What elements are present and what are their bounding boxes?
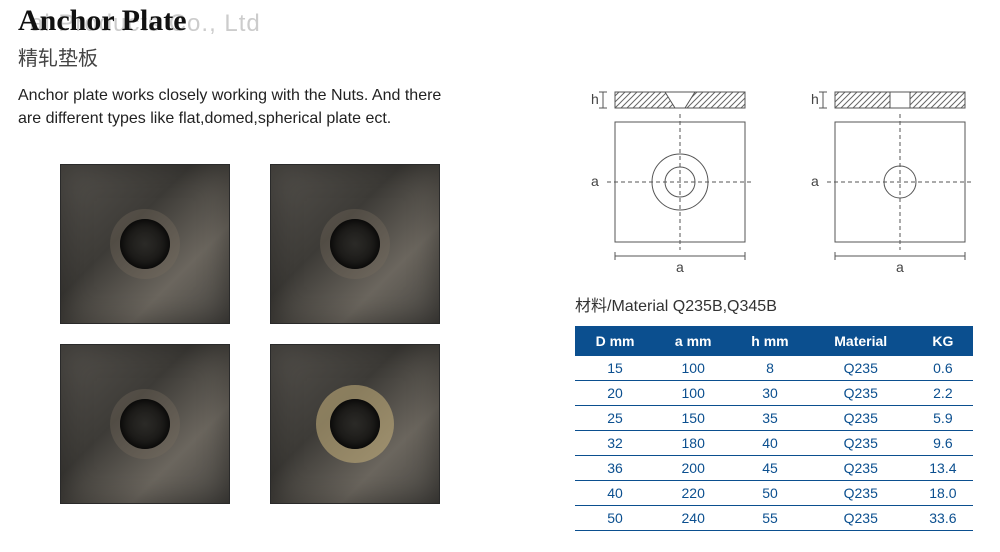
intro-line-2: are different types like flat,domed,sphe… bbox=[18, 110, 391, 127]
cell: 36 bbox=[575, 456, 655, 481]
cell: 33.6 bbox=[913, 506, 973, 531]
material-label: 材料/Material Q235B,Q345B bbox=[575, 292, 777, 316]
cell: 150 bbox=[655, 406, 731, 431]
technical-diagrams: h a a h bbox=[575, 84, 975, 274]
col-header: h mm bbox=[731, 326, 808, 356]
cell: 40 bbox=[575, 481, 655, 506]
cell: 100 bbox=[655, 356, 731, 381]
cell: 2.2 bbox=[913, 381, 973, 406]
cell: 35 bbox=[731, 406, 808, 431]
intro-line-1: Anchor plate works closely working with … bbox=[18, 87, 441, 104]
a-label-bottom: a bbox=[676, 259, 684, 274]
col-header: a mm bbox=[655, 326, 731, 356]
cell: 55 bbox=[731, 506, 808, 531]
plate-hole bbox=[330, 219, 380, 269]
table-body: 15 100 8 Q235 0.6 20 100 30 Q235 2.2 25 … bbox=[575, 356, 973, 531]
plate-photo bbox=[270, 164, 440, 324]
plate-hole bbox=[330, 399, 380, 449]
spec-table: D mm a mm h mm Material KG 15 100 8 Q235… bbox=[575, 326, 973, 531]
plate-photo bbox=[60, 344, 230, 504]
table-row: 25 150 35 Q235 5.9 bbox=[575, 406, 973, 431]
a-label-side: a bbox=[591, 173, 599, 189]
plate-photo-grid bbox=[60, 164, 460, 504]
plate-photo bbox=[60, 164, 230, 324]
table-header: D mm a mm h mm Material KG bbox=[575, 326, 973, 356]
cell: 5.9 bbox=[913, 406, 973, 431]
cell: Q235 bbox=[809, 481, 913, 506]
h-label: h bbox=[591, 91, 599, 107]
cell: Q235 bbox=[809, 431, 913, 456]
cell: Q235 bbox=[809, 406, 913, 431]
table-row: 36 200 45 Q235 13.4 bbox=[575, 456, 973, 481]
cell: 0.6 bbox=[913, 356, 973, 381]
cell: 180 bbox=[655, 431, 731, 456]
cell: 220 bbox=[655, 481, 731, 506]
cell: Q235 bbox=[809, 506, 913, 531]
cell: 20 bbox=[575, 381, 655, 406]
cell: Q235 bbox=[809, 456, 913, 481]
cell: 200 bbox=[655, 456, 731, 481]
cell: Q235 bbox=[809, 381, 913, 406]
intro-paragraph: Anchor plate works closely working with … bbox=[18, 84, 498, 130]
a-label-bottom-right: a bbox=[896, 259, 904, 274]
cell: Q235 bbox=[809, 356, 913, 381]
cell: 50 bbox=[575, 506, 655, 531]
cell: 240 bbox=[655, 506, 731, 531]
page-title: Anchor Plate bbox=[18, 4, 187, 38]
table-row: 20 100 30 Q235 2.2 bbox=[575, 381, 973, 406]
subtitle-chinese: 精轧垫板 bbox=[18, 42, 98, 71]
cell: 100 bbox=[655, 381, 731, 406]
plate-hole bbox=[120, 219, 170, 269]
cell: 30 bbox=[731, 381, 808, 406]
cell: 13.4 bbox=[913, 456, 973, 481]
plate-hole bbox=[120, 399, 170, 449]
cell: 9.6 bbox=[913, 431, 973, 456]
table-row: 50 240 55 Q235 33.6 bbox=[575, 506, 973, 531]
cell: 50 bbox=[731, 481, 808, 506]
plate-photo bbox=[270, 344, 440, 504]
cell: 8 bbox=[731, 356, 808, 381]
cell: 40 bbox=[731, 431, 808, 456]
cell: 15 bbox=[575, 356, 655, 381]
a-label-side-right: a bbox=[811, 173, 819, 189]
cell: 32 bbox=[575, 431, 655, 456]
cell: 45 bbox=[731, 456, 808, 481]
table-row: 40 220 50 Q235 18.0 bbox=[575, 481, 973, 506]
h-label-right: h bbox=[811, 91, 819, 107]
table-row: 15 100 8 Q235 0.6 bbox=[575, 356, 973, 381]
col-header: KG bbox=[913, 326, 973, 356]
col-header: Material bbox=[809, 326, 913, 356]
col-header: D mm bbox=[575, 326, 655, 356]
diagram-svg: h a a h bbox=[575, 84, 975, 274]
table-row: 32 180 40 Q235 9.6 bbox=[575, 431, 973, 456]
cell: 18.0 bbox=[913, 481, 973, 506]
cell: 25 bbox=[575, 406, 655, 431]
